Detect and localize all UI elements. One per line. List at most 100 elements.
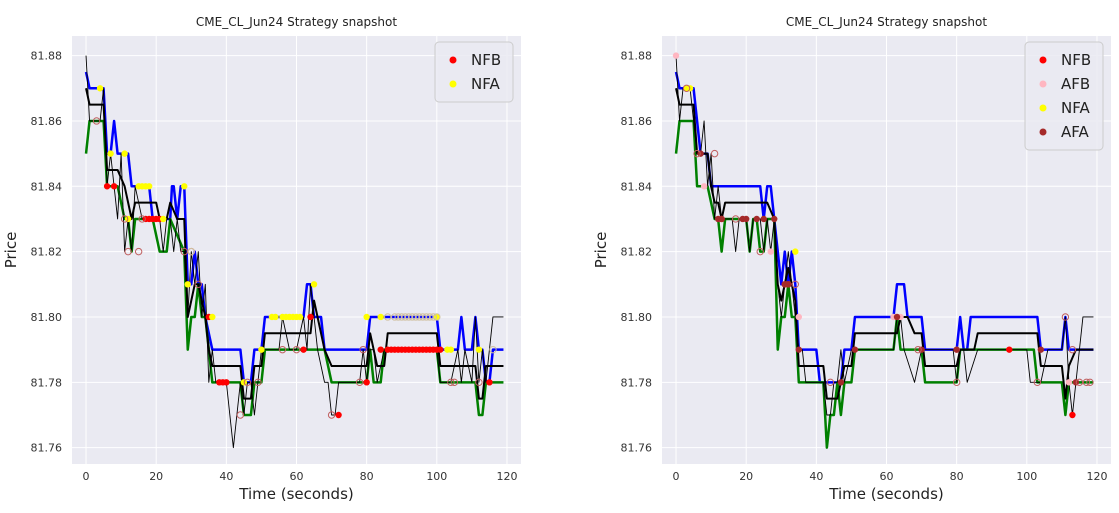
marker-open — [1061, 313, 1070, 321]
marker-afa — [785, 281, 792, 288]
y-tick-label: 81.84 — [31, 180, 63, 193]
marker-open — [134, 247, 143, 256]
marker-afa — [795, 346, 802, 353]
legend-label: NFA — [1061, 99, 1090, 117]
marker-nfa — [310, 281, 318, 288]
marker-open-light — [384, 313, 392, 321]
marker-open — [292, 345, 301, 354]
marker-nfb — [300, 346, 307, 353]
marker-afb — [795, 313, 802, 321]
marker-nfa — [209, 313, 216, 321]
marker-nfa — [792, 248, 799, 255]
chart-title: CME_CL_Jun24 Strategy snapshot — [786, 15, 987, 29]
legend-swatch — [1039, 104, 1047, 112]
marker-nfa — [296, 313, 304, 321]
chart-left: 0 20 40 60 80 100 120 81.76 81.78 81.80 81.82 81.84… — [2, 15, 521, 503]
y-tick-label: 81.80 — [621, 311, 653, 324]
marker-nfb — [110, 183, 118, 190]
marker-open — [243, 378, 252, 387]
y-tick-label: 81.86 — [31, 115, 63, 128]
marker-afa — [837, 379, 845, 386]
marker-nfa — [160, 215, 167, 223]
marker-nfa — [181, 183, 188, 190]
marker-open-light — [187, 247, 195, 256]
legend-swatch — [1039, 128, 1047, 136]
chart-right: 0 20 40 60 80 100 120 81.76 81.78 81.80 81.82 81.84… — [592, 15, 1111, 503]
marker-afa — [771, 215, 778, 223]
legend: NFB AFB NFA AFA — [1024, 41, 1104, 151]
marker-open-light — [433, 313, 441, 321]
y-tick-label: 81.76 — [621, 442, 653, 455]
marker-nfa — [272, 313, 279, 321]
marker-open — [359, 345, 367, 354]
marker-open — [791, 280, 799, 289]
marker-afb — [672, 52, 680, 59]
x-tick-label: 40 — [809, 470, 823, 483]
marker-afa — [718, 215, 725, 223]
x-tick-label: 120 — [1086, 470, 1107, 483]
y-tick-label: 81.82 — [31, 246, 63, 259]
legend-label: AFB — [1061, 75, 1090, 93]
legend-label: NFA — [471, 75, 500, 93]
marker-nfa — [363, 313, 370, 321]
legend-swatch — [449, 56, 457, 64]
series-line-2 — [85, 88, 504, 400]
marker-open — [278, 345, 287, 354]
marker-nfa — [377, 313, 384, 321]
marker-open-light — [391, 313, 399, 321]
marker-open — [447, 378, 455, 387]
marker-open — [194, 280, 202, 289]
marker-nfa — [475, 346, 483, 353]
x-tick-label: 120 — [496, 470, 517, 483]
x-tick-label: 20 — [739, 470, 753, 483]
legend-label: NFB — [471, 51, 501, 69]
marker-open — [475, 378, 483, 387]
x-tick-label: 60 — [880, 470, 894, 483]
marker-nfb — [486, 379, 493, 386]
marker-open — [693, 149, 701, 158]
legend-label: NFB — [1061, 51, 1091, 69]
y-tick-label: 81.76 — [31, 442, 63, 455]
marker-open — [120, 215, 129, 223]
marker-open — [138, 215, 146, 223]
x-axis-label: Time (seconds) — [238, 485, 354, 503]
marker-nfa — [447, 346, 455, 353]
legend-swatch — [1039, 56, 1047, 64]
marker-open — [1075, 378, 1084, 387]
y-tick-label: 81.78 — [31, 376, 63, 389]
series-line-3 — [675, 55, 1094, 416]
marker-open — [327, 411, 336, 419]
x-axis-label: Time (seconds) — [828, 485, 944, 503]
x-tick-label: 40 — [219, 470, 233, 483]
marker-open-light — [489, 345, 497, 354]
x-tick-label: 100 — [426, 470, 447, 483]
marker-nfa — [145, 183, 153, 190]
marker-afb — [1065, 379, 1073, 386]
chart-title: CME_CL_Jun24 Strategy snapshot — [196, 15, 397, 29]
marker-afa — [753, 215, 760, 223]
marker-open-light — [394, 313, 402, 321]
series-line-2 — [675, 88, 1094, 400]
marker-open — [731, 215, 740, 223]
marker-afa — [1037, 346, 1045, 353]
marker-open-light — [419, 313, 427, 321]
marker-nfb — [377, 346, 384, 353]
marker-nfa — [96, 85, 104, 92]
marker-open — [1068, 345, 1077, 354]
marker-open-light — [398, 313, 406, 321]
marker-open-light — [408, 313, 416, 321]
x-tick-label: 20 — [149, 470, 163, 483]
y-tick-label: 81.84 — [621, 180, 653, 193]
marker-nfb — [437, 346, 444, 353]
marker-open — [710, 149, 719, 158]
y-tick-label: 81.78 — [621, 376, 653, 389]
legend-swatch — [1039, 80, 1047, 88]
marker-nfb — [1069, 411, 1076, 419]
y-tick-label: 81.86 — [621, 115, 653, 128]
y-tick-label: 81.82 — [621, 246, 653, 259]
y-axis-label: Price — [592, 232, 610, 269]
marker-open-light — [415, 313, 423, 321]
marker-open — [254, 378, 262, 387]
legend-label: AFA — [1061, 123, 1090, 141]
x-tick-label: 0 — [673, 470, 680, 483]
